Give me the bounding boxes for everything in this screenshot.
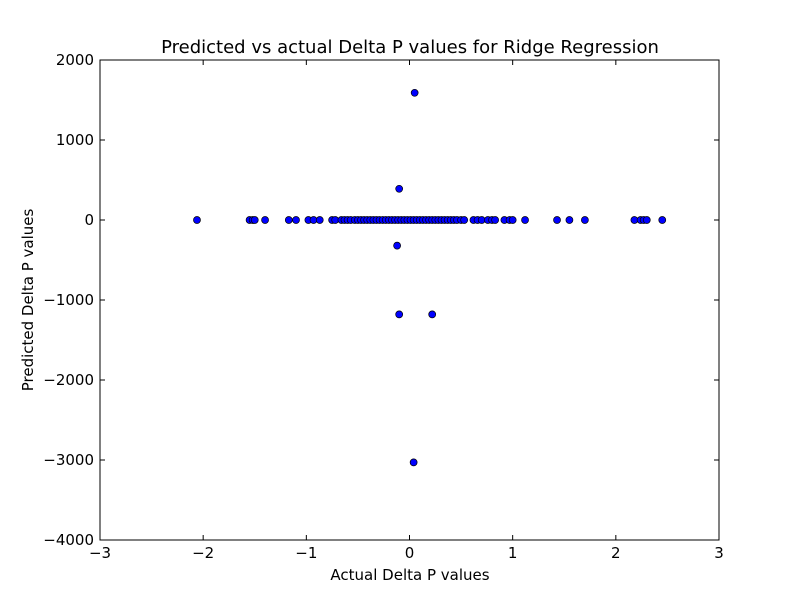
x-tick-label: 0 <box>405 544 415 562</box>
data-point <box>292 216 300 224</box>
x-tick-label: −1 <box>295 544 317 562</box>
y-tick-label: −4000 <box>43 531 94 549</box>
data-point <box>508 216 517 224</box>
data-point <box>553 216 561 224</box>
data-point <box>284 216 293 224</box>
chart-title: Predicted vs actual Delta P values for R… <box>161 37 659 58</box>
y-tick-label: 0 <box>84 211 94 229</box>
x-tick-label: 2 <box>611 544 621 562</box>
data-point <box>428 310 437 319</box>
data-point <box>395 310 404 319</box>
data-point <box>642 216 651 224</box>
y-tick-label: −2000 <box>43 371 94 389</box>
data-point <box>521 216 529 224</box>
data-point <box>193 216 201 224</box>
x-axis: −3 −2 −1 0 1 2 3 <box>89 60 724 562</box>
y-axis-label: Predicted Delta P values <box>19 209 37 392</box>
x-axis-label: Actual Delta P values <box>330 566 489 584</box>
data-point <box>409 458 418 467</box>
y-tick-label: 2000 <box>56 51 94 69</box>
y-tick-label: −1000 <box>43 291 94 309</box>
data-point <box>410 88 419 97</box>
data-point <box>565 216 574 224</box>
data-point <box>261 216 269 224</box>
data-point <box>658 216 667 224</box>
x-tick-label: −2 <box>192 544 214 562</box>
points-layer <box>193 88 667 467</box>
data-point <box>491 216 499 224</box>
x-tick-label: 3 <box>714 544 724 562</box>
data-point <box>460 216 469 224</box>
x-tick-label: 1 <box>508 544 518 562</box>
y-tick-label: 1000 <box>56 131 94 149</box>
y-tick-label: −3000 <box>43 451 94 469</box>
y-axis: −4000 −3000 −2000 −1000 0 1000 2000 <box>43 51 719 549</box>
data-point <box>315 216 324 224</box>
data-point <box>395 184 404 193</box>
data-point <box>581 216 589 224</box>
data-point <box>250 216 259 224</box>
plot-area <box>100 60 719 540</box>
data-point <box>393 241 401 250</box>
x-tick-label: −3 <box>89 544 111 562</box>
